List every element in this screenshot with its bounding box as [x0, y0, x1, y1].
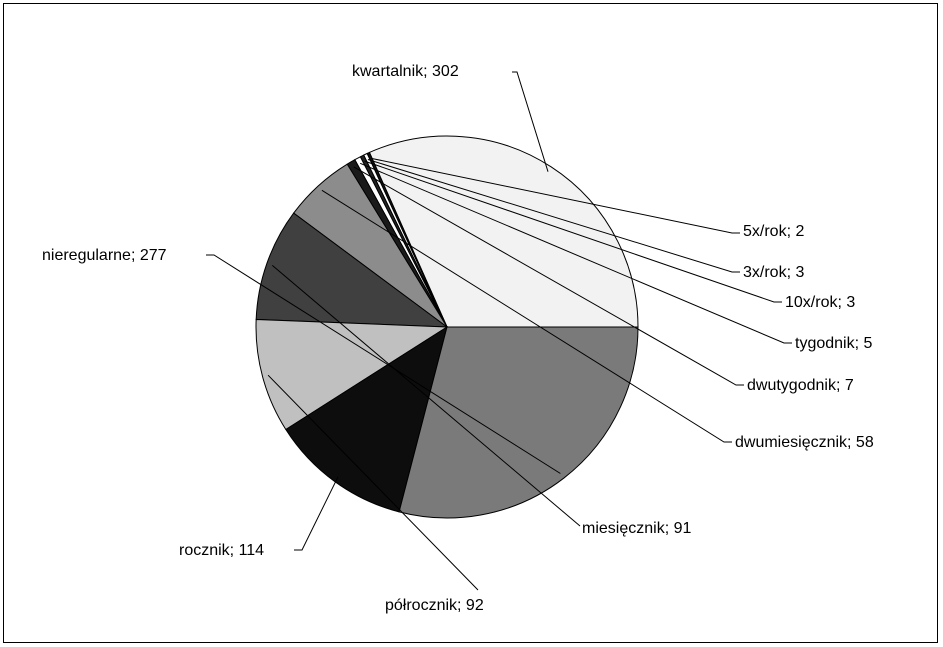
leader-lines: [206, 71, 792, 591]
slice-labels: kwartalnik; 302 5x/rok; 2 3x/rok; 3 10x/rok…: [42, 63, 874, 614]
slice-label-3x-rok: 3x/rok; 3: [743, 264, 804, 281]
pie-slice-polrocznik: [255, 318, 449, 431]
pie-slice-kwartalnik: [368, 135, 639, 328]
slice-label-polrocznik: półrocznik; 92: [385, 597, 484, 614]
pie-slices: [255, 135, 639, 519]
leader-line-miesiecznik: [271, 265, 581, 527]
pie-slice-nieregularne: [398, 326, 639, 519]
slice-label-rocznik: rocznik; 114: [179, 542, 264, 559]
slice-label-nieregularne: nieregularne; 277: [42, 247, 167, 264]
leader-line-rocznik: [294, 476, 339, 551]
slice-label-kwartalnik: kwartalnik; 302: [352, 63, 459, 80]
slice-label-5x-rok: 5x/rok; 2: [743, 223, 804, 240]
leader-line-kwartalnik: [512, 71, 549, 172]
leader-line-dwumiesiecznik: [321, 189, 732, 443]
slice-label-10x-rok: 10x/rok; 3: [785, 294, 855, 311]
slice-label-dwumiesiecznik: dwumiesięcznik; 58: [735, 434, 874, 451]
leader-line-10x-rok: [364, 160, 782, 303]
slice-label-tygodnik: tygodnik; 5: [795, 335, 872, 352]
leader-line-5x-rok: [370, 157, 740, 234]
pie-chart: kwartalnik; 302 5x/rok; 2 3x/rok; 3 10x/rok…: [42, 63, 874, 614]
chart-frame: kwartalnik; 302 5x/rok; 2 3x/rok; 3 10x/rok…: [3, 3, 938, 643]
slice-label-miesiecznik: miesięcznik; 91: [582, 520, 691, 537]
leader-line-3x-rok: [367, 159, 740, 273]
leader-line-tygodnik: [360, 162, 792, 344]
leader-line-nieregularne: [206, 254, 561, 474]
leader-line-dwutygodnik: [353, 166, 744, 386]
leader-line-polrocznik: [267, 374, 479, 591]
pie-slice-miesiecznik: [255, 212, 449, 328]
pie-slice-rocznik: [285, 325, 448, 513]
slice-label-dwutygodnik: dwutygodnik; 7: [747, 377, 854, 394]
